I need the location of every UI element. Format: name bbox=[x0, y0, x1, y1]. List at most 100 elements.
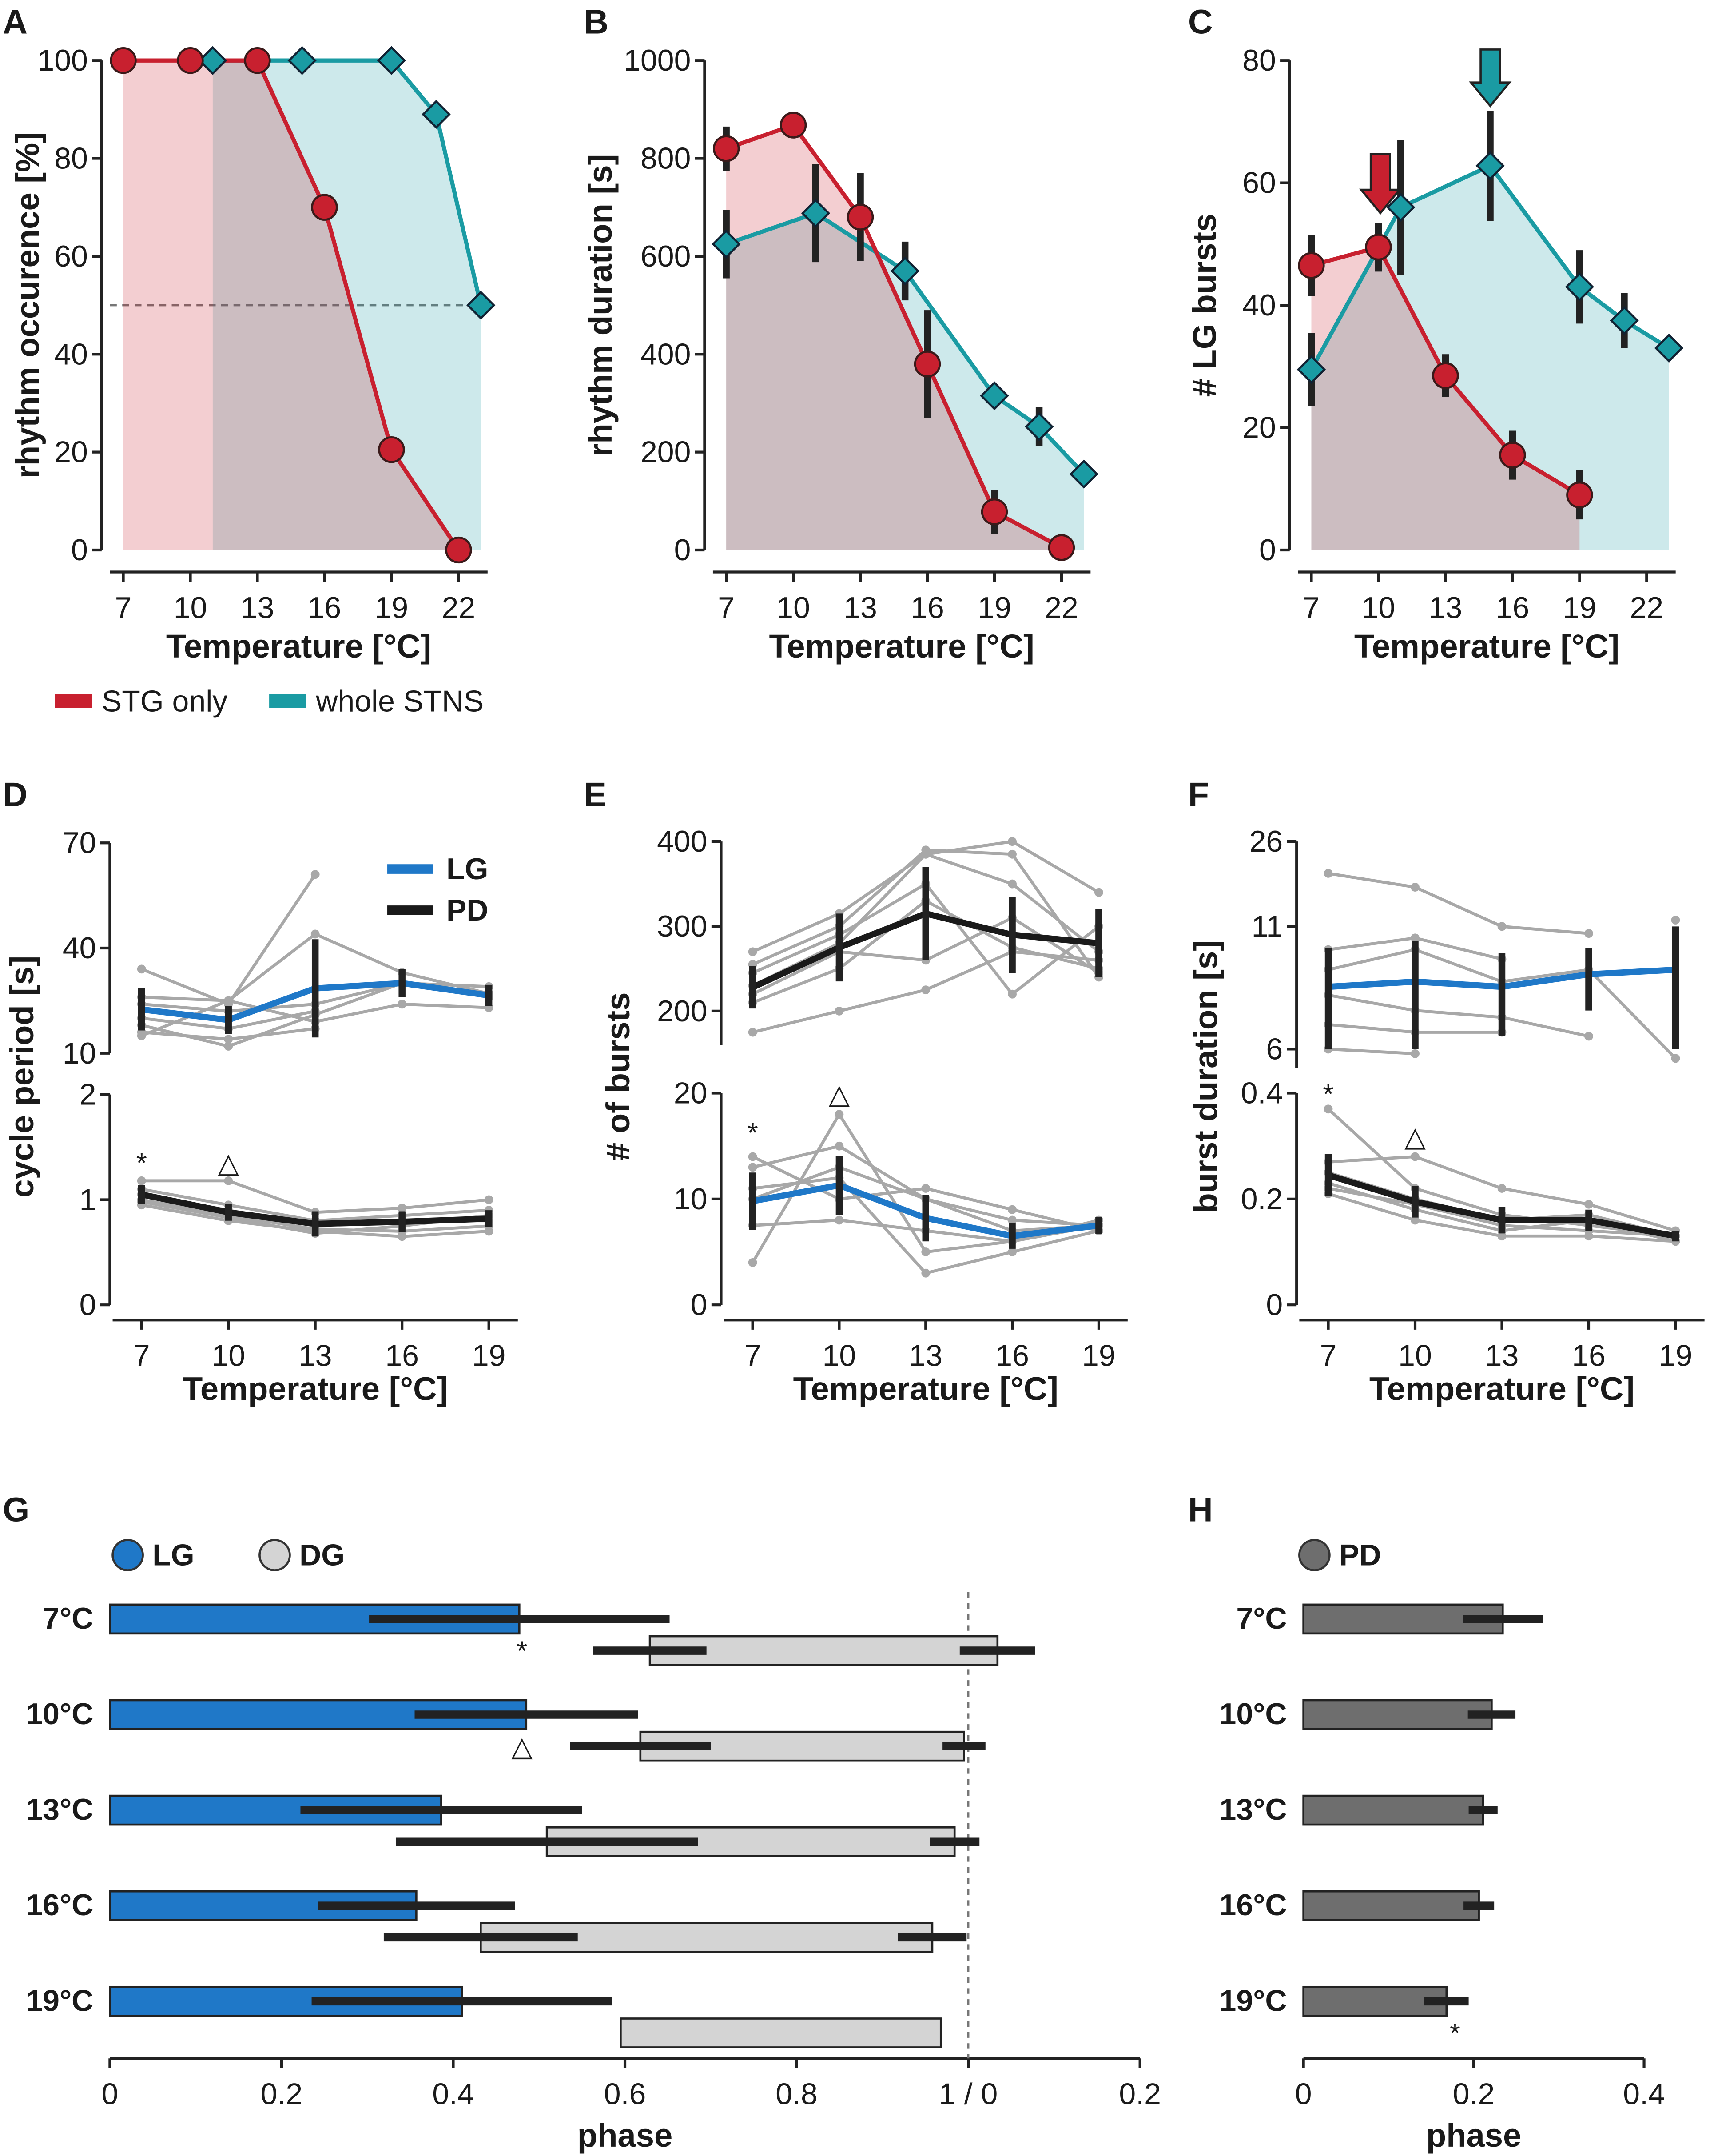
y-tick-label: 100 bbox=[37, 44, 87, 77]
legend-swatch bbox=[258, 1539, 291, 1571]
y-tick-label: 0.4 bbox=[1241, 1076, 1283, 1110]
y-axis-label: rhythm occurence [%] bbox=[9, 132, 46, 478]
y-tick-label: 40 bbox=[63, 931, 96, 965]
y-tick-label: 60 bbox=[54, 239, 88, 273]
data-point bbox=[1432, 362, 1459, 389]
data-point bbox=[891, 256, 920, 286]
data-point bbox=[1654, 333, 1684, 363]
panel-label: B bbox=[584, 3, 608, 41]
data-point bbox=[484, 1227, 493, 1236]
data-point bbox=[377, 46, 406, 75]
y-tick-label: 0 bbox=[674, 533, 691, 567]
data-point bbox=[224, 996, 233, 1005]
x-tick-label: 1 / 0 bbox=[939, 2077, 998, 2111]
data-point bbox=[921, 1247, 931, 1256]
annotation: * bbox=[517, 1636, 527, 1667]
legend-label: PD bbox=[1339, 1538, 1381, 1572]
x-tick-label: 10 bbox=[174, 591, 207, 625]
x-axis-label: Temperature [°C] bbox=[1354, 628, 1619, 665]
y-tick-label: 20 bbox=[1242, 411, 1276, 445]
data-line bbox=[1328, 993, 1589, 1038]
legend-swatch bbox=[111, 1539, 144, 1571]
y-tick-label: 60 bbox=[1242, 166, 1276, 200]
data-point bbox=[1497, 1231, 1507, 1241]
x-tick-label: 16 bbox=[308, 591, 342, 625]
y-tick-label: 20 bbox=[674, 1076, 708, 1110]
data-point bbox=[177, 47, 204, 74]
x-axis-label: Temperature [°C] bbox=[769, 628, 1034, 665]
data-point bbox=[224, 1176, 233, 1185]
x-tick-label: 7 bbox=[1320, 1339, 1337, 1373]
data-point bbox=[921, 985, 931, 995]
data-point bbox=[1094, 888, 1103, 897]
data-point bbox=[1008, 989, 1017, 999]
x-tick-label: 19 bbox=[1082, 1339, 1116, 1373]
category-label: 16°C bbox=[1220, 1888, 1287, 1922]
y-tick-label: 800 bbox=[640, 142, 691, 175]
x-tick-label: 10 bbox=[776, 591, 810, 625]
data-point bbox=[914, 351, 941, 378]
data-point bbox=[422, 100, 451, 129]
data-point bbox=[287, 46, 317, 75]
data-point bbox=[1411, 933, 1420, 943]
legend-label: DG bbox=[299, 1538, 345, 1572]
data-point bbox=[466, 291, 496, 320]
data-point bbox=[311, 194, 338, 221]
data-point bbox=[1324, 869, 1333, 878]
category-label: 19°C bbox=[26, 1984, 93, 2017]
data-point bbox=[1610, 306, 1639, 335]
data-point bbox=[981, 498, 1008, 526]
y-tick-label: 200 bbox=[640, 435, 691, 469]
x-tick-label: 10 bbox=[1398, 1339, 1432, 1373]
legend-label: whole STNS bbox=[315, 684, 484, 718]
y-tick-label: 2 bbox=[80, 1078, 96, 1112]
category-label: 13°C bbox=[1220, 1793, 1287, 1826]
arrow-red bbox=[1359, 153, 1402, 215]
area-fill bbox=[123, 60, 459, 550]
data-point bbox=[1475, 151, 1505, 180]
panel-label: H bbox=[1188, 1490, 1213, 1529]
x-tick-label: 0.4 bbox=[1623, 2077, 1665, 2111]
data-point bbox=[1411, 1152, 1420, 1161]
bar bbox=[109, 1985, 463, 2017]
y-tick-label: 20 bbox=[54, 435, 88, 469]
data-point bbox=[748, 1258, 757, 1267]
annotation: * bbox=[748, 1118, 758, 1148]
data-point bbox=[748, 1163, 757, 1172]
data-point bbox=[224, 1035, 233, 1044]
x-tick-label: 10 bbox=[1362, 591, 1396, 625]
data-point bbox=[1565, 272, 1594, 302]
data-point bbox=[310, 929, 320, 939]
y-axis-label: cycle period [s] bbox=[4, 956, 40, 1198]
data-line bbox=[1328, 1048, 1416, 1056]
data-point bbox=[244, 47, 271, 74]
category-label: 7°C bbox=[43, 1602, 93, 1635]
data-point bbox=[712, 135, 740, 162]
y-tick-label: 10 bbox=[674, 1182, 708, 1216]
y-tick-label: 400 bbox=[657, 825, 707, 858]
data-line bbox=[1328, 872, 1589, 935]
data-point bbox=[398, 1204, 407, 1213]
y-tick-label: 1000 bbox=[624, 44, 691, 77]
y-tick-label: 200 bbox=[657, 994, 707, 1028]
annotation: * bbox=[136, 1148, 147, 1179]
panel-label: G bbox=[3, 1490, 29, 1529]
x-tick-label: 16 bbox=[385, 1339, 419, 1373]
y-tick-label: 40 bbox=[54, 337, 88, 371]
bar bbox=[1302, 1699, 1493, 1730]
x-tick-label: 13 bbox=[909, 1339, 942, 1373]
data-point bbox=[445, 536, 472, 564]
x-tick-label: 13 bbox=[1429, 591, 1463, 625]
y-tick-label: 0 bbox=[71, 533, 88, 567]
panel-label: C bbox=[1188, 3, 1213, 41]
arrow-teal bbox=[1469, 48, 1512, 108]
annotation: △ bbox=[511, 1732, 533, 1762]
annotation: △ bbox=[1404, 1122, 1426, 1152]
data-point bbox=[801, 199, 831, 228]
data-point bbox=[835, 1215, 844, 1225]
x-tick-label: 19 bbox=[1659, 1339, 1693, 1373]
data-point bbox=[398, 1000, 407, 1009]
data-point bbox=[1365, 234, 1392, 261]
x-tick-label: 13 bbox=[1485, 1339, 1519, 1373]
data-point bbox=[748, 1028, 757, 1037]
